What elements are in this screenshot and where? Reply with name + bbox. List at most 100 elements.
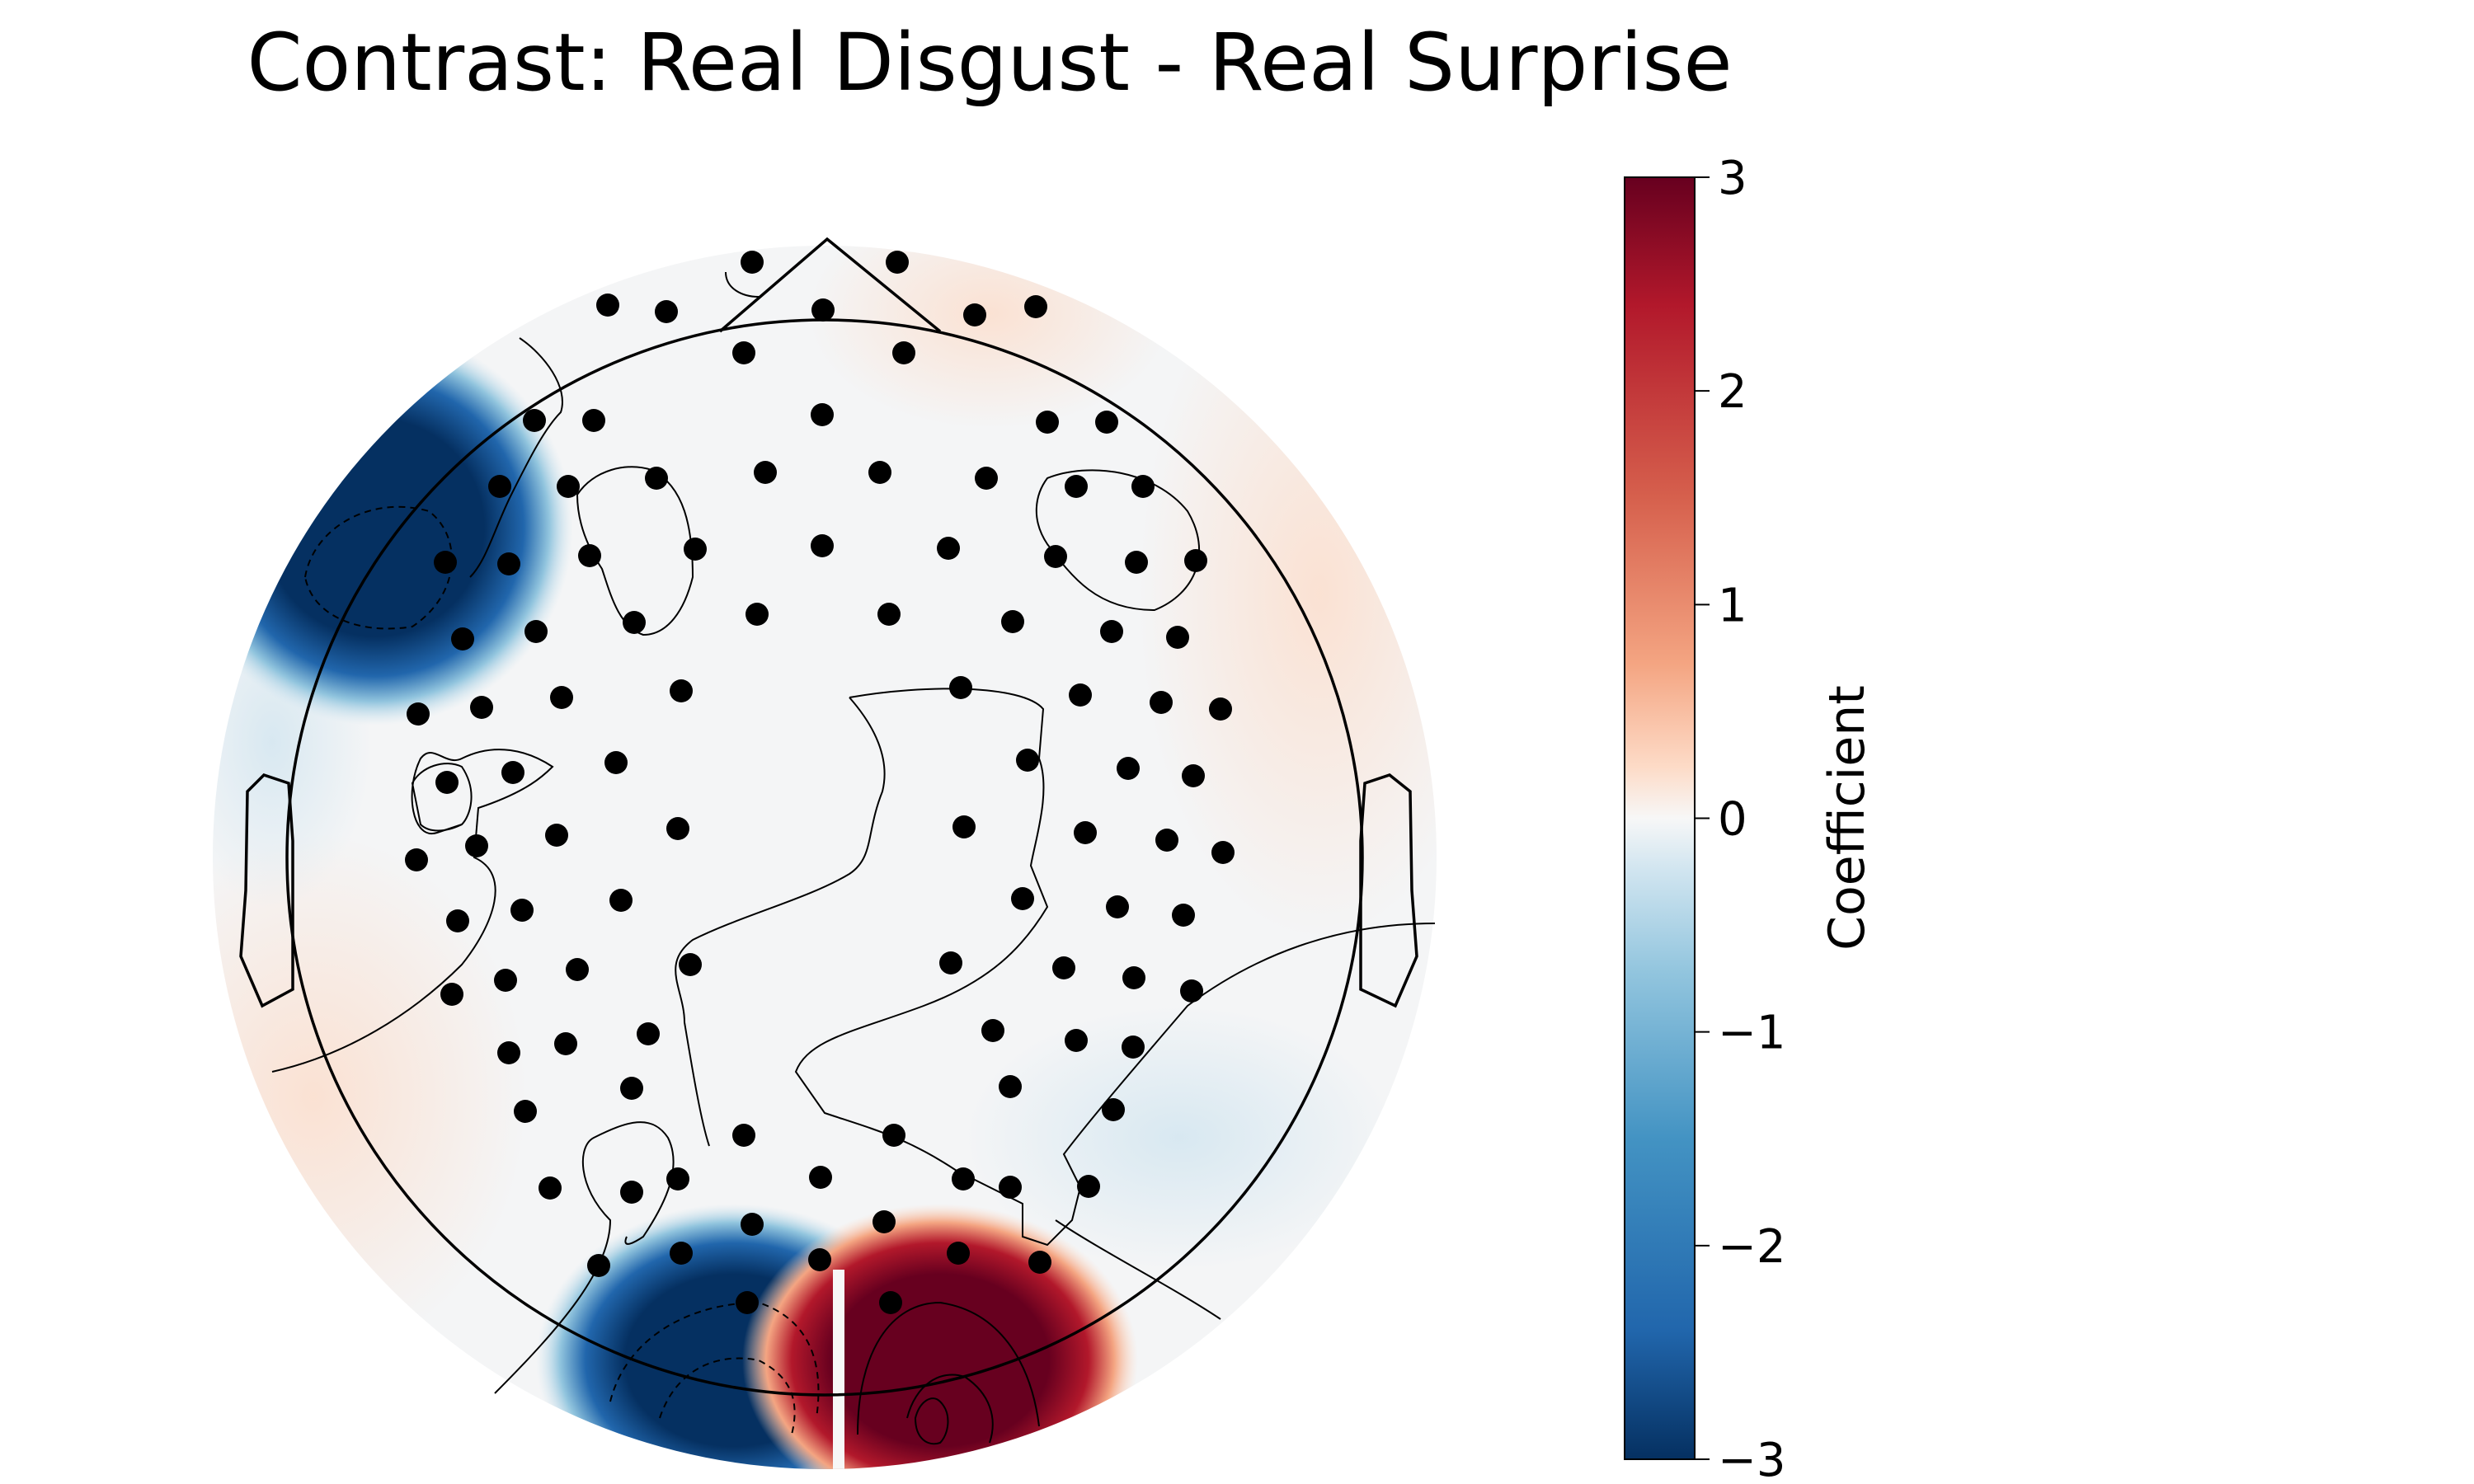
contour-line xyxy=(1035,469,1201,612)
contour-line xyxy=(794,688,1436,1247)
colorbar-tick-label: −2 xyxy=(1718,1220,1786,1274)
sensor-marker xyxy=(872,1210,896,1233)
colorbar-label: Coefficient xyxy=(1818,685,1876,951)
sensors xyxy=(405,251,1235,1314)
sensor-marker xyxy=(470,696,493,719)
sensor-marker xyxy=(882,1124,905,1147)
sensor-marker xyxy=(609,889,633,912)
sensor-marker xyxy=(963,303,986,326)
sensor-marker xyxy=(587,1254,610,1277)
sensor-marker xyxy=(877,603,901,626)
sensor-marker xyxy=(732,341,755,364)
sensor-marker xyxy=(1172,904,1195,927)
sensor-marker xyxy=(407,702,430,726)
field-light-red-top xyxy=(808,246,1171,429)
sensor-marker xyxy=(637,1022,660,1045)
sensor-marker xyxy=(1102,1098,1125,1121)
contour-lines xyxy=(271,271,1436,1394)
sensor-marker xyxy=(754,461,777,484)
contour-line-positive xyxy=(857,1301,1040,1435)
sensor-marker xyxy=(494,969,517,992)
sensor-marker xyxy=(1182,764,1205,787)
colorbar-ticks: 3 2 1 0 −1 −2 −3 xyxy=(1695,152,1786,1484)
sensor-marker xyxy=(1150,691,1173,714)
sensor-marker xyxy=(999,1176,1022,1199)
sensor-marker xyxy=(435,771,459,794)
sensor-marker xyxy=(1016,749,1039,772)
sensor-marker xyxy=(434,551,457,574)
sensor-marker xyxy=(1100,620,1123,643)
contour-line xyxy=(576,466,694,636)
sensor-marker xyxy=(732,1124,755,1147)
sensor-marker xyxy=(596,294,619,317)
sensor-marker xyxy=(1184,549,1207,572)
sensor-marker xyxy=(1209,697,1232,721)
contour-line-negative xyxy=(303,505,453,630)
sensor-marker xyxy=(741,1213,764,1236)
sensor-marker xyxy=(1024,295,1047,318)
sensor-marker xyxy=(497,552,520,575)
sensor-marker xyxy=(939,951,962,974)
sensor-marker xyxy=(999,1075,1022,1098)
sensor-marker xyxy=(947,1242,970,1265)
sensor-marker xyxy=(937,537,960,560)
sensor-marker xyxy=(886,251,909,274)
contour-lines-dashed xyxy=(303,505,820,1435)
contour-line xyxy=(1055,1219,1221,1320)
sensor-marker xyxy=(557,475,580,498)
sensor-marker xyxy=(670,679,693,702)
sensor-marker xyxy=(655,300,678,323)
sensor-marker xyxy=(405,848,428,871)
sensor-marker xyxy=(451,627,474,650)
sensor-marker xyxy=(604,751,628,774)
sensor-marker xyxy=(679,953,702,976)
contour-line-negative xyxy=(659,1357,796,1435)
sensor-marker xyxy=(949,676,972,699)
sensor-marker xyxy=(465,834,488,857)
sensor-marker xyxy=(1036,411,1059,434)
colorbar-tick-label: −1 xyxy=(1718,1007,1786,1060)
sensor-marker xyxy=(1125,551,1148,574)
colorbar-tick-label: −3 xyxy=(1718,1434,1786,1484)
sensor-marker xyxy=(524,620,548,643)
sensor-marker xyxy=(1166,626,1189,649)
sensor-marker xyxy=(1106,895,1129,918)
sensor-marker xyxy=(736,1291,759,1314)
contour-line-negative xyxy=(609,1301,820,1419)
sensor-marker xyxy=(666,817,689,840)
contour-line xyxy=(469,337,563,578)
right-ear xyxy=(1359,773,1418,1008)
sensor-marker xyxy=(440,983,463,1006)
colorbar-tick-label: 3 xyxy=(1718,152,1747,205)
sensor-marker xyxy=(620,1077,643,1100)
sensor-marker xyxy=(741,251,764,274)
sensor-marker xyxy=(550,686,573,709)
sensor-marker xyxy=(666,1167,689,1190)
topomap-field xyxy=(213,246,1437,1469)
sensor-marker xyxy=(811,534,834,557)
sensor-marker xyxy=(981,1019,1004,1042)
sensor-marker xyxy=(645,467,668,490)
colorbar-gradient xyxy=(1624,176,1696,1460)
colorbar: 3 2 1 0 −1 −2 −3 Coefficient xyxy=(1624,152,1876,1484)
field-light-red-right xyxy=(1138,247,1437,940)
sensor-marker xyxy=(488,475,511,498)
sensor-marker xyxy=(1131,475,1155,498)
sensor-marker xyxy=(1011,887,1034,910)
sensor-marker xyxy=(566,958,589,981)
sensor-marker xyxy=(582,409,605,432)
sensor-marker xyxy=(510,899,534,922)
sensor-marker xyxy=(975,467,998,490)
sensor-marker xyxy=(670,1242,693,1265)
contour-line xyxy=(494,1121,675,1394)
sensor-marker xyxy=(501,761,524,784)
left-ear xyxy=(239,773,294,1008)
sensor-marker xyxy=(623,611,646,634)
sensor-marker xyxy=(808,1248,831,1271)
sensor-marker xyxy=(1211,841,1235,864)
field-midline-divider xyxy=(833,1270,844,1469)
sensor-marker xyxy=(1122,966,1145,989)
sensor-marker xyxy=(892,341,915,364)
sensor-marker xyxy=(1180,979,1203,1003)
